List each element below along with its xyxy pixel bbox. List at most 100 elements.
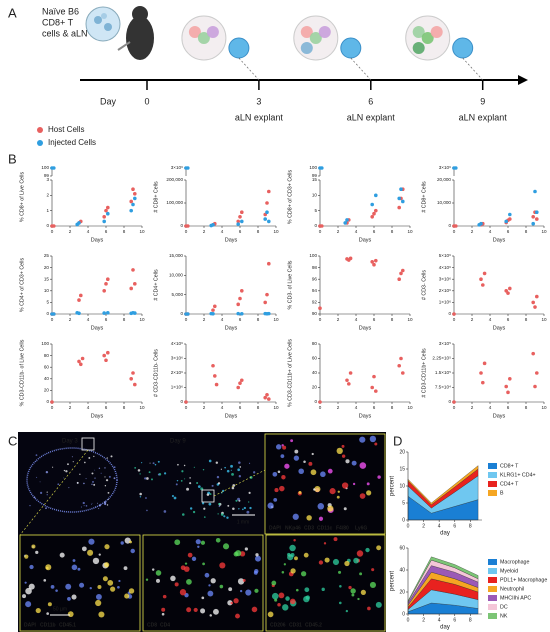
- cell-blob: [248, 462, 251, 464]
- cell-blob: [275, 444, 282, 450]
- y-tick-label: 40: [312, 370, 318, 375]
- cell-blob: [228, 587, 233, 592]
- x-axis-label: Days: [359, 325, 372, 331]
- cell-blob: [303, 552, 309, 558]
- y-tick-label: 7.5×10⁴: [435, 385, 451, 390]
- data-point: [214, 382, 219, 387]
- cell-blob: [344, 560, 350, 567]
- cell-blob: [76, 481, 79, 484]
- cell-blob: [92, 480, 94, 483]
- y-tick-label: 3×10⁶: [171, 356, 183, 361]
- channel-label: CD8: [147, 622, 157, 628]
- cell-blob: [209, 614, 213, 617]
- data-point: [531, 221, 535, 226]
- data-point: [397, 277, 402, 282]
- data-point: [508, 377, 512, 381]
- y-axis-label: % CD4+ of CD3+ Cells: [19, 258, 25, 313]
- x-tick-label: 0: [407, 523, 410, 529]
- cell-blob: [45, 470, 49, 474]
- cell-blob: [352, 482, 356, 486]
- cell-blob: [245, 589, 252, 596]
- data-point: [482, 361, 487, 366]
- y-tick-label: 1×10⁶: [171, 385, 183, 390]
- cell-blob: [374, 442, 378, 446]
- cell-blob: [180, 565, 186, 571]
- cell-blob: [100, 472, 102, 474]
- cell-blob: [65, 470, 68, 473]
- cell-icon: [309, 32, 322, 44]
- x-tick-label: 6: [507, 405, 510, 410]
- x-tick-label: 4: [438, 523, 441, 529]
- x-tick-label: 6: [453, 523, 456, 529]
- cell-blob: [174, 539, 181, 546]
- cell-blob: [35, 607, 41, 614]
- cell-blob: [235, 613, 240, 619]
- cell-blob: [98, 504, 102, 507]
- cell-blob: [193, 466, 195, 468]
- cell-blob: [365, 547, 370, 553]
- cell-blob: [33, 496, 36, 499]
- data-point: [50, 400, 54, 404]
- x-tick-label: 4: [221, 317, 224, 322]
- timeline-arrow: [518, 75, 528, 85]
- cell-blob: [45, 564, 52, 571]
- intro-text: cells & aLN: [42, 28, 88, 38]
- data-point: [452, 312, 456, 316]
- cell-blob: [98, 508, 100, 510]
- data-point: [401, 371, 405, 375]
- cell-blob: [88, 538, 95, 545]
- day-label: Day: [100, 96, 117, 106]
- cell-blob: [163, 472, 167, 475]
- channel-label: DAPI: [269, 525, 282, 531]
- cell-blob: [45, 507, 47, 510]
- lymph-node: [452, 37, 474, 59]
- x-tick-label: 10: [541, 317, 547, 322]
- tissue-outline: [26, 447, 118, 513]
- data-point: [504, 219, 509, 224]
- cell-blob: [323, 542, 327, 545]
- x-tick-label: 8: [525, 229, 528, 234]
- cell-blob: [238, 461, 241, 464]
- data-point: [506, 390, 510, 395]
- x-tick-label: 4: [355, 229, 358, 234]
- cell-blob: [82, 501, 85, 505]
- cell-blob: [161, 612, 165, 616]
- data-point: [399, 271, 403, 276]
- cell-blob: [341, 444, 345, 448]
- cell-icon: [412, 42, 425, 54]
- cell-blob: [215, 461, 219, 464]
- cell-blob: [97, 502, 99, 504]
- y-tick-label: 0: [314, 399, 317, 404]
- x-axis-label: Days: [225, 237, 238, 243]
- x-tick-label: 6: [105, 229, 108, 234]
- data-point: [211, 312, 215, 316]
- cell-blob: [146, 509, 148, 512]
- y-axis-label: # CD8+ Cells: [421, 181, 427, 213]
- cell-blob: [333, 537, 338, 542]
- data-point: [265, 292, 269, 297]
- x-tick-label: 4: [355, 317, 358, 322]
- cell-blob: [91, 502, 93, 504]
- petri-dish: [85, 6, 121, 42]
- x-tick-label: 10: [541, 229, 547, 234]
- y-tick-label: 0: [46, 223, 49, 228]
- cell-blob: [298, 490, 302, 494]
- cell-blob: [215, 537, 221, 543]
- cell-blob: [337, 490, 340, 493]
- data-point: [263, 300, 268, 305]
- cell-blob: [231, 486, 235, 490]
- cell-blob: [80, 506, 82, 508]
- cell-blob: [218, 505, 221, 508]
- x-tick-label: 4: [489, 317, 492, 322]
- cell-blob: [189, 482, 192, 485]
- x-tick-label: 2: [69, 405, 72, 410]
- y-tick-label: 100: [41, 165, 49, 170]
- cell-blob: [271, 592, 279, 600]
- cell-blob: [254, 588, 259, 593]
- data-point: [52, 166, 56, 170]
- cell-blob: [67, 463, 69, 466]
- cell-blob: [72, 559, 76, 562]
- x-axis-label: Days: [225, 325, 238, 331]
- cell-blob: [196, 482, 199, 485]
- data-point: [343, 221, 348, 225]
